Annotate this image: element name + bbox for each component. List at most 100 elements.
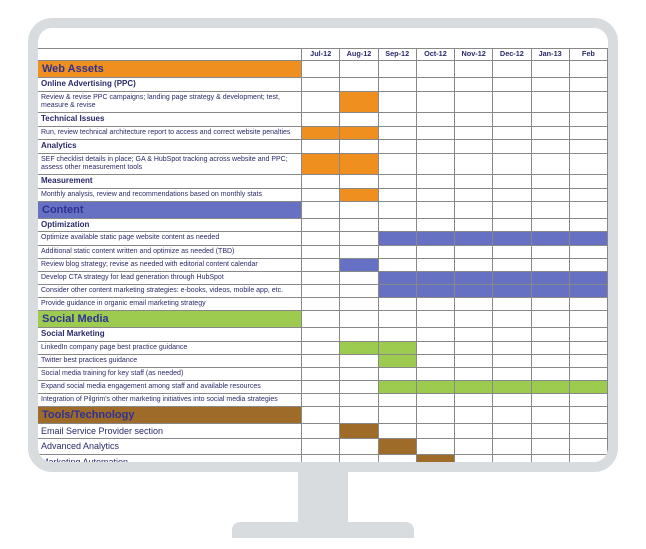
table-row: Provide guidance in organic email market…: [38, 297, 608, 310]
task-label: LinkedIn company page best practice guid…: [38, 341, 302, 354]
gantt-cell-filled: [455, 271, 493, 284]
task-label: SEF checklist details in place; GA & Hub…: [38, 153, 302, 174]
gantt-cell: [302, 245, 340, 258]
empty-cell: [302, 112, 340, 126]
empty-cell: [416, 78, 454, 92]
gantt-cell: [493, 258, 531, 271]
empty-cell: [378, 139, 416, 153]
gantt-cell-filled: [569, 380, 607, 393]
gantt-cell: [455, 188, 493, 201]
gantt-cell: [340, 354, 378, 367]
gantt-cell: [455, 258, 493, 271]
gantt-cell: [302, 393, 340, 406]
gantt-cell-filled: [378, 439, 416, 454]
empty-cell: [378, 201, 416, 218]
gantt-cell-filled: [302, 153, 340, 174]
gantt-cell: [340, 245, 378, 258]
gantt-cell-filled: [340, 188, 378, 201]
gantt-cell: [302, 354, 340, 367]
empty-cell: [569, 78, 607, 92]
table-row: Social Media: [38, 310, 608, 327]
table-row: Optimize available static page website c…: [38, 232, 608, 245]
sub-header: Analytics: [38, 139, 302, 153]
gantt-cell: [378, 454, 416, 469]
gantt-cell: [531, 423, 569, 438]
gantt-cell: [531, 341, 569, 354]
header-row: Jul-12 Aug-12 Sep-12 Oct-12 Nov-12 Dec-1…: [38, 49, 608, 61]
sub-header: Optimization: [38, 218, 302, 232]
gantt-cell: [302, 367, 340, 380]
gantt-cell: [302, 439, 340, 454]
table-row: Technical Issues: [38, 112, 608, 126]
empty-cell: [302, 61, 340, 78]
gantt-cell: [455, 153, 493, 174]
gantt-cell: [569, 258, 607, 271]
gantt-cell: [569, 188, 607, 201]
gantt-cell: [531, 188, 569, 201]
empty-cell: [416, 218, 454, 232]
gantt-cell: [378, 91, 416, 112]
gantt-cell: [302, 271, 340, 284]
table-row: Optimization: [38, 218, 608, 232]
gantt-cell: [416, 153, 454, 174]
gantt-cell: [531, 245, 569, 258]
empty-cell: [569, 218, 607, 232]
gantt-cell: [302, 423, 340, 438]
gantt-cell-filled: [378, 232, 416, 245]
gantt-cell: [569, 354, 607, 367]
gantt-cell: [531, 367, 569, 380]
gantt-cell-filled: [493, 380, 531, 393]
empty-cell: [340, 61, 378, 78]
empty-cell: [531, 201, 569, 218]
gantt-cell: [416, 297, 454, 310]
empty-cell: [531, 112, 569, 126]
gantt-cell: [569, 153, 607, 174]
gantt-cell: [416, 245, 454, 258]
gantt-cell-filled: [569, 284, 607, 297]
empty-cell: [416, 174, 454, 188]
empty-cell: [340, 406, 378, 423]
section-header: Content: [38, 201, 302, 218]
gantt-cell-filled: [416, 454, 454, 469]
table-row: LinkedIn company page best practice guid…: [38, 341, 608, 354]
empty-cell: [569, 201, 607, 218]
task-label: Marketing Automation: [38, 454, 302, 469]
gantt-cell: [493, 354, 531, 367]
section-header: Social Media: [38, 310, 302, 327]
empty-cell: [455, 78, 493, 92]
gantt-cell-filled: [378, 271, 416, 284]
monitor-frame: Jul-12 Aug-12 Sep-12 Oct-12 Nov-12 Dec-1…: [28, 18, 618, 472]
empty-cell: [531, 139, 569, 153]
empty-cell: [302, 310, 340, 327]
task-label: Expand social media engagement among sta…: [38, 380, 302, 393]
task-label: Advanced Analytics: [38, 439, 302, 454]
gantt-cell: [340, 439, 378, 454]
gantt-cell: [302, 232, 340, 245]
table-row: Monthly analysis, review and recommendat…: [38, 188, 608, 201]
empty-cell: [493, 327, 531, 341]
empty-cell: [493, 139, 531, 153]
task-label: Consider other content marketing strateg…: [38, 284, 302, 297]
empty-cell: [302, 327, 340, 341]
gantt-cell: [416, 423, 454, 438]
table-row: Additional static content written and op…: [38, 245, 608, 258]
task-label: Develop CTA strategy for lead generation…: [38, 271, 302, 284]
gantt-cell-filled: [302, 126, 340, 139]
table-row: Twitter best practices guidance: [38, 354, 608, 367]
empty-cell: [302, 218, 340, 232]
empty-cell: [378, 78, 416, 92]
gantt-cell-filled: [340, 91, 378, 112]
gantt-cell: [493, 393, 531, 406]
empty-cell: [416, 201, 454, 218]
empty-cell: [531, 78, 569, 92]
gantt-cell: [416, 258, 454, 271]
gantt-cell: [493, 341, 531, 354]
empty-cell: [569, 327, 607, 341]
month-header: Oct-12: [416, 49, 454, 61]
table-row: Run, review technical architecture repor…: [38, 126, 608, 139]
gantt-cell: [455, 245, 493, 258]
gantt-cell-filled: [378, 284, 416, 297]
gantt-cell: [378, 126, 416, 139]
gantt-cell-filled: [493, 232, 531, 245]
empty-cell: [378, 174, 416, 188]
